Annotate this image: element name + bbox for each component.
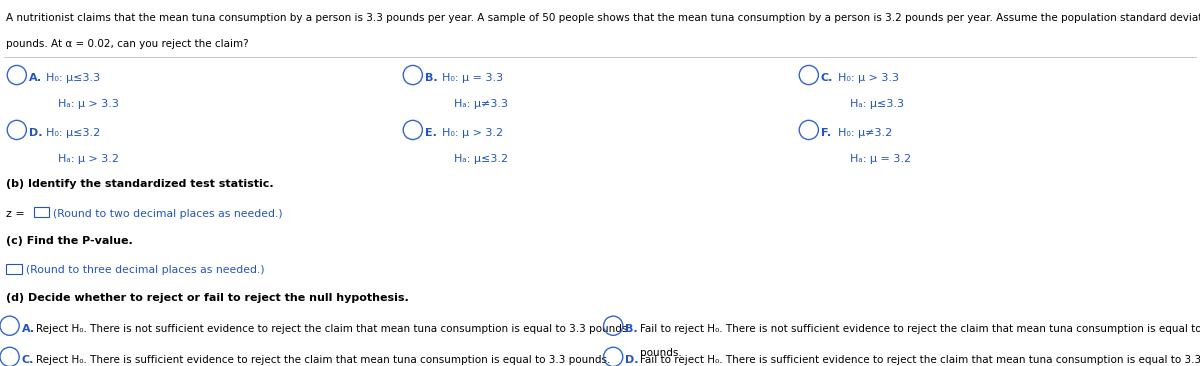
Text: (Round to three decimal places as needed.): (Round to three decimal places as needed… bbox=[26, 265, 265, 275]
Text: (Round to two decimal places as needed.): (Round to two decimal places as needed.) bbox=[53, 209, 282, 219]
Text: E.: E. bbox=[425, 128, 437, 138]
Text: Hₐ: μ≤3.2: Hₐ: μ≤3.2 bbox=[454, 154, 508, 164]
Text: D.: D. bbox=[625, 355, 638, 365]
Text: Hₐ: μ > 3.3: Hₐ: μ > 3.3 bbox=[58, 99, 119, 109]
Text: (b) Identify the standardized test statistic.: (b) Identify the standardized test stati… bbox=[6, 179, 274, 189]
Text: H₀: μ≠3.2: H₀: μ≠3.2 bbox=[838, 128, 892, 138]
Text: (d) Decide whether to reject or fail to reject the null hypothesis.: (d) Decide whether to reject or fail to … bbox=[6, 293, 409, 303]
Text: Reject H₀. There is not sufficient evidence to reject the claim that mean tuna c: Reject H₀. There is not sufficient evide… bbox=[36, 324, 631, 334]
Text: A.: A. bbox=[29, 73, 42, 83]
Text: C.: C. bbox=[22, 355, 34, 365]
Text: H₀: μ > 3.2: H₀: μ > 3.2 bbox=[442, 128, 503, 138]
Text: C.: C. bbox=[821, 73, 833, 83]
Text: H₀: μ > 3.3: H₀: μ > 3.3 bbox=[838, 73, 899, 83]
Text: H₀: μ = 3.3: H₀: μ = 3.3 bbox=[442, 73, 503, 83]
Text: Hₐ: μ≤3.3: Hₐ: μ≤3.3 bbox=[850, 99, 904, 109]
Text: Reject H₀. There is sufficient evidence to reject the claim that mean tuna consu: Reject H₀. There is sufficient evidence … bbox=[36, 355, 611, 365]
Text: B.: B. bbox=[425, 73, 438, 83]
Text: H₀: μ≤3.2: H₀: μ≤3.2 bbox=[46, 128, 100, 138]
Text: Hₐ: μ = 3.2: Hₐ: μ = 3.2 bbox=[850, 154, 911, 164]
Text: z =: z = bbox=[6, 209, 29, 219]
Text: pounds. At α = 0.02, can you reject the claim?: pounds. At α = 0.02, can you reject the … bbox=[6, 39, 248, 49]
Text: Fail to reject H₀. There is sufficient evidence to reject the claim that mean tu: Fail to reject H₀. There is sufficient e… bbox=[640, 355, 1200, 365]
Text: A nutritionist claims that the mean tuna consumption by a person is 3.3 pounds p: A nutritionist claims that the mean tuna… bbox=[6, 13, 1200, 23]
Text: H₀: μ≤3.3: H₀: μ≤3.3 bbox=[46, 73, 100, 83]
Text: pounds.: pounds. bbox=[640, 348, 682, 358]
Text: Hₐ: μ≠3.3: Hₐ: μ≠3.3 bbox=[454, 99, 508, 109]
Text: B.: B. bbox=[625, 324, 638, 334]
Text: F.: F. bbox=[821, 128, 830, 138]
Text: (c) Find the P-value.: (c) Find the P-value. bbox=[6, 236, 133, 246]
Text: Hₐ: μ > 3.2: Hₐ: μ > 3.2 bbox=[58, 154, 119, 164]
Text: D.: D. bbox=[29, 128, 42, 138]
Text: A.: A. bbox=[22, 324, 35, 334]
Text: Fail to reject H₀. There is not sufficient evidence to reject the claim that mea: Fail to reject H₀. There is not sufficie… bbox=[640, 324, 1200, 334]
